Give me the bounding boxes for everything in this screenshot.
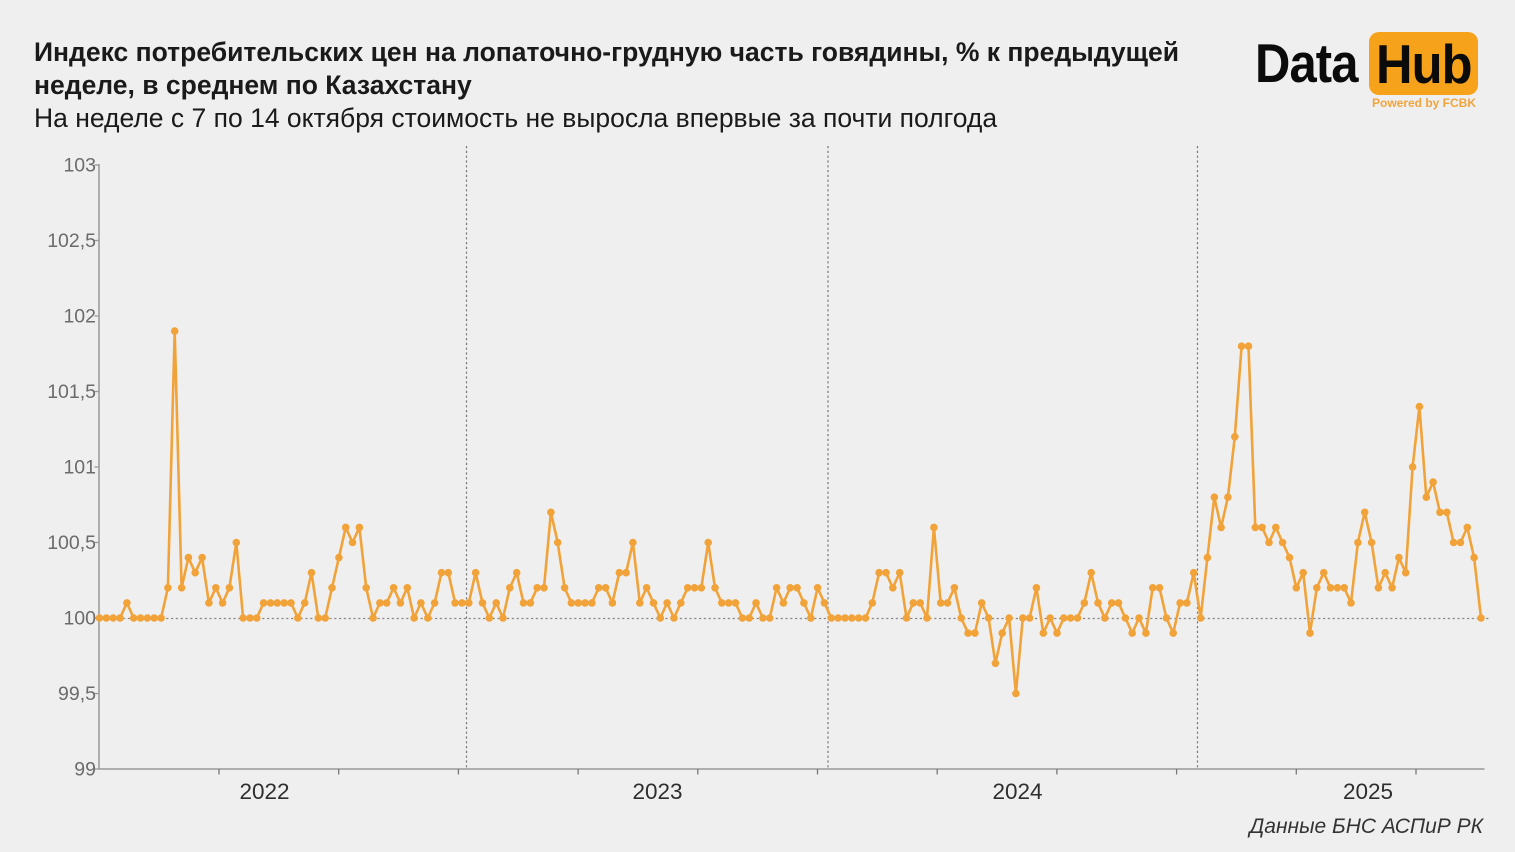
svg-text:2024: 2024 [992,779,1042,804]
svg-text:101,5: 101,5 [47,381,96,403]
svg-text:103: 103 [63,155,96,177]
svg-text:101: 101 [63,457,96,479]
svg-text:Данные БНС АСПиР РК: Данные БНС АСПиР РК [1248,815,1485,838]
svg-text:102: 102 [63,306,96,328]
svg-text:100: 100 [63,608,96,630]
svg-text:99: 99 [74,759,96,781]
svg-text:102,5: 102,5 [47,230,96,252]
svg-text:100,5: 100,5 [47,532,96,554]
svg-text:2025: 2025 [1343,779,1393,804]
svg-text:99,5: 99,5 [58,683,96,705]
svg-text:2022: 2022 [239,779,289,804]
svg-text:2023: 2023 [632,779,682,804]
